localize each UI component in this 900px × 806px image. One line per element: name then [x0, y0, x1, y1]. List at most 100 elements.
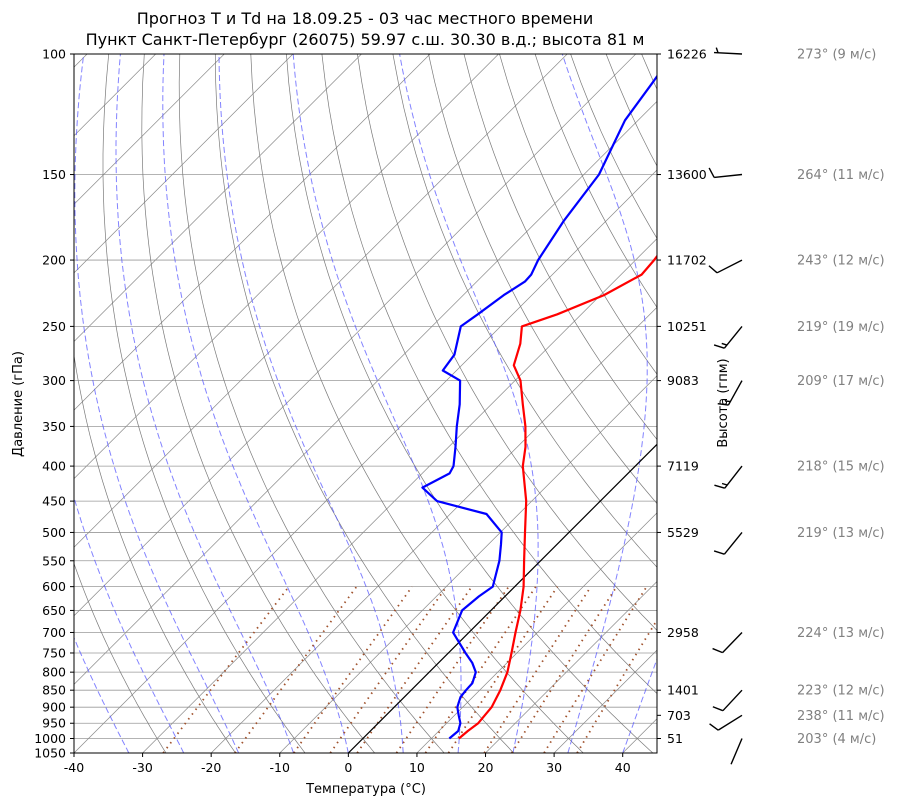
wind-barb: [709, 714, 743, 731]
y-tick-label: 350: [42, 419, 66, 434]
height-tick-label: 16226: [667, 47, 707, 62]
right-axis-label: Высота (гпм): [716, 358, 731, 447]
barb-staff: [714, 173, 743, 179]
series-layer: [347, 74, 657, 753]
y-tick-label: 900: [42, 700, 66, 715]
barb-half: [721, 482, 728, 486]
barb-staff: [722, 632, 743, 654]
moist-adiabat-line: [74, 495, 185, 753]
mixing-ratio-line: [356, 586, 473, 753]
dry-adiabat-line: [677, 54, 900, 753]
wind-barb: [717, 380, 743, 406]
wind-label: 223° (12 м/с): [797, 684, 885, 699]
wind-label: 273° (9 м/с): [797, 48, 876, 63]
y-tick-label: 500: [42, 525, 66, 540]
barb-half: [721, 342, 728, 346]
barb-full: [708, 265, 718, 274]
moist-adiabat-line: [399, 54, 539, 753]
x-tick-label: -20: [201, 760, 221, 775]
isotherm-line: [210, 306, 657, 753]
wind-label: 219° (13 м/с): [797, 526, 885, 541]
wind-barb: [714, 465, 743, 489]
mixing-ratio-line: [424, 586, 537, 753]
barb-staff: [716, 259, 743, 274]
barb-full: [712, 706, 724, 712]
barb-staff: [727, 380, 743, 406]
temperature-line: [458, 254, 657, 740]
y-tick-label: 1050: [34, 746, 66, 761]
moist-adiabat-line: [74, 636, 130, 753]
isotherm-line: [74, 54, 431, 411]
dry-adiabat-line: [819, 54, 900, 753]
y-tick-label: 200: [42, 253, 66, 268]
plot-frame: [73, 53, 658, 754]
isotherm-line: [485, 581, 657, 753]
chart-title: Прогноз T и Td на 18.09.25 - 03 час мест…: [137, 9, 593, 28]
mixing-ratio-line: [447, 586, 559, 753]
isotherm-line: [348, 443, 657, 753]
zero-isotherm-line: [347, 443, 657, 753]
wind-label: 209° (17 м/с): [797, 374, 885, 389]
barb-full: [709, 723, 719, 731]
dry-adiabat-line: [102, 54, 306, 753]
dry-adiabat-line: [321, 54, 657, 694]
dry-adiabat-line: [855, 54, 900, 753]
wind-label: 203° (4 м/с): [797, 732, 876, 747]
isotherm-line: [74, 100, 657, 685]
mixing-ratio-line: [395, 586, 510, 753]
barb-full: [713, 550, 725, 555]
barb-staff: [730, 738, 743, 765]
wind-barb: [730, 738, 743, 765]
wind-barb: [714, 47, 743, 55]
moist-adiabat-line: [561, 54, 648, 753]
moist-adiabat-line: [292, 54, 462, 753]
y-tick-label: 400: [42, 459, 66, 474]
wind-label: 218° (15 м/с): [797, 460, 885, 475]
dry-adiabat-line: [890, 54, 900, 753]
barb-staff: [722, 689, 743, 712]
barb-full: [714, 484, 725, 489]
x-tick-label: 10: [409, 760, 425, 775]
wind-label: 224° (13 м/с): [797, 626, 885, 641]
chart-subtitle: Пункт Санкт-Петербург (26075) 59.97 с.ш.…: [86, 30, 645, 49]
barb-staff: [714, 51, 743, 55]
barb-staff: [723, 325, 743, 349]
y-tick-label: 950: [42, 716, 66, 731]
isotherm-line: [142, 238, 657, 753]
dry-adiabat-line: [784, 54, 900, 753]
height-tick-label: 7119: [667, 459, 699, 474]
mixing-ratio-line: [234, 586, 358, 753]
dry-adiabat-line: [605, 54, 657, 167]
y-tick-label: 250: [42, 319, 66, 334]
y-tick-label: 150: [42, 167, 66, 182]
dry-adiabat-line: [428, 54, 657, 505]
wind-barb: [713, 531, 743, 555]
wind-label: 219° (19 м/с): [797, 320, 885, 335]
wind-barb: [708, 167, 743, 179]
x-tick-label: 40: [615, 760, 631, 775]
x-tick-label: -10: [270, 760, 290, 775]
x-tick-label: 30: [546, 760, 562, 775]
x-axis-label: Температура (°C): [305, 782, 426, 797]
barb-staff: [723, 531, 743, 555]
barb-staff: [724, 465, 743, 489]
background-lines: [74, 54, 900, 753]
dry-adiabat-line: [178, 54, 445, 753]
y-tick-label: 750: [42, 645, 66, 660]
dry-adiabat-line: [74, 562, 167, 753]
y-tick-label: 650: [42, 603, 66, 618]
height-tick-label: 703: [667, 708, 691, 723]
height-tick-label: 13600: [667, 167, 707, 182]
dry-adiabat-line: [499, 54, 657, 375]
barb-half: [715, 47, 719, 53]
height-tick-label: 9083: [667, 373, 699, 388]
wind-label: 264° (11 м/с): [797, 168, 885, 183]
height-tick-label: 5529: [667, 525, 699, 540]
x-tick-label: 0: [344, 760, 352, 775]
y-tick-label: 600: [42, 579, 66, 594]
y-tick-label: 300: [42, 373, 66, 388]
isotherm-line: [416, 512, 657, 753]
dry-adiabat-line: [250, 54, 584, 753]
